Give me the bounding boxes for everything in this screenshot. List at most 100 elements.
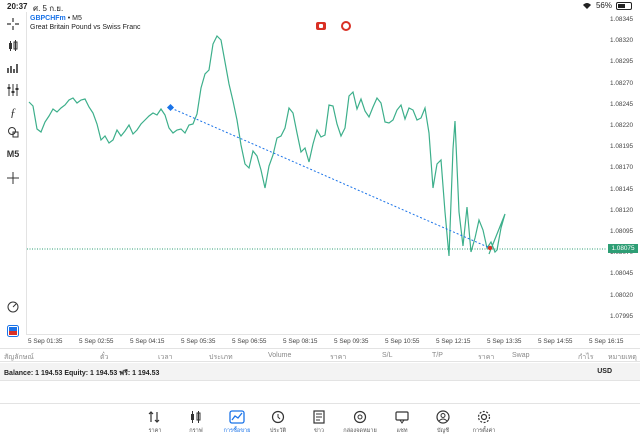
- time-tick-label: 5 Sep 08:15: [283, 338, 318, 345]
- tab-quotes[interactable]: ราคา: [137, 410, 173, 435]
- last-price-dot: [487, 245, 493, 251]
- tab-trade[interactable]: การซื้อขาย: [219, 410, 255, 435]
- chart-title: GBPCHFm • M5: [30, 15, 82, 22]
- table-column-header[interactable]: เวลา: [158, 354, 173, 361]
- signal-icon[interactable]: [341, 21, 351, 31]
- mailbox-icon: [353, 410, 367, 424]
- crosshair-icon-2[interactable]: [4, 170, 22, 186]
- price-tick-label: 1.08195: [610, 143, 634, 151]
- speedometer-icon[interactable]: [4, 299, 22, 315]
- settings-sliders-icon[interactable]: [4, 82, 22, 98]
- indicators-icon[interactable]: [4, 60, 22, 76]
- table-column-header[interactable]: ตั๋ว: [100, 354, 109, 361]
- tab-label: ประวัติ: [269, 428, 287, 434]
- chart-candles-icon: [191, 411, 201, 423]
- time-tick-label: 5 Sep 02:55: [79, 338, 114, 345]
- time-tick-label: 5 Sep 12:15: [436, 338, 471, 345]
- battery-icon: [616, 1, 632, 10]
- time-tick-label: 5 Sep 13:35: [487, 338, 522, 345]
- battery-percent: 56%: [595, 1, 612, 10]
- price-tick-label: 1.08220: [610, 122, 634, 129]
- time-tick-label: 5 Sep 06:55: [232, 338, 267, 345]
- price-tick-label: 1.08295: [610, 58, 634, 66]
- chart-toolbar: ƒ M5: [0, 12, 26, 342]
- price-tick-label: 1.07995: [610, 312, 634, 320]
- tab-label: ข่าว: [313, 428, 325, 434]
- table-column-header[interactable]: Swap: [512, 352, 530, 359]
- status-date: ศ. 5 ก.ย.: [33, 4, 64, 13]
- chart-description: Great Britain Pound vs Swiss Franc: [30, 24, 141, 31]
- trade-panel-icon[interactable]: [316, 22, 326, 30]
- chart-timeframe: • M5: [65, 15, 82, 22]
- tab-account[interactable]: บัญชี: [425, 410, 461, 435]
- objects-icon[interactable]: [4, 124, 22, 140]
- price-tick-label: 1.08245: [610, 100, 634, 108]
- price-tick-label: 1.08120: [610, 206, 634, 214]
- status-bar: 20:37 ศ. 5 ก.ย. 56%: [0, 0, 640, 13]
- balance-row: Balance: 1 194.53 Equity: 1 194.53 ฟรี: …: [0, 363, 640, 381]
- trade-table-header: สัญลักษณ์ ตั๋ว เวลา ประเภท Volume ราคา S/L T/P ร…: [0, 348, 640, 362]
- table-column-header[interactable]: ประเภท: [209, 354, 233, 361]
- settings-icon: [477, 410, 491, 424]
- tab-label: กราฟ: [189, 428, 203, 434]
- wifi-icon: [582, 2, 591, 9]
- table-column-header[interactable]: หมายเหตุ: [608, 354, 637, 361]
- tab-chart-candles[interactable]: กราฟ: [178, 410, 214, 435]
- tab-label: กล่องจดหมาย: [343, 428, 377, 434]
- price-tick-label: 1.08095: [610, 228, 634, 235]
- time-axis: 5 Sep 01:35 5 Sep 02:55 5 Sep 04:15 5 Sep 0…: [26, 334, 640, 348]
- table-column-header[interactable]: ราคา: [330, 354, 347, 361]
- function-icon[interactable]: ƒ: [10, 104, 16, 119]
- price-tick-label: 1.08020: [610, 291, 634, 299]
- account-icon: [436, 410, 450, 424]
- time-tick-label: 5 Sep 10:55: [385, 338, 420, 345]
- price-tick-label: 1.08270: [610, 79, 634, 87]
- price-tick-label: 1.08045: [610, 270, 634, 278]
- price-tick-label: 1.08145: [610, 185, 634, 193]
- table-column-header[interactable]: T/P: [432, 352, 443, 359]
- table-column-header[interactable]: กำไร: [578, 354, 594, 361]
- price-tick-label: 1.08345: [610, 16, 634, 23]
- time-tick-label: 5 Sep 14:55: [538, 338, 573, 345]
- tab-history[interactable]: ประวัติ: [260, 410, 296, 435]
- quotes-icon: [148, 411, 160, 423]
- chart-symbol[interactable]: GBPCHFm: [30, 15, 66, 22]
- price-axis: 1.08345 1.08320 1.08295 1.08270 1.08245 1.082…: [606, 12, 640, 334]
- time-tick-label: 5 Sep 05:35: [181, 338, 216, 345]
- balance-currency: USD: [597, 368, 612, 375]
- tab-label: แชท: [396, 428, 408, 434]
- tab-mailbox[interactable]: กล่องจดหมาย: [342, 410, 378, 435]
- price-tick-label: 1.08320: [610, 37, 634, 45]
- tab-news[interactable]: ข่าว: [301, 410, 337, 435]
- tab-settings[interactable]: การตั้งค่า: [466, 410, 502, 435]
- table-column-header[interactable]: สัญลักษณ์: [4, 354, 34, 361]
- history-icon: [271, 410, 285, 424]
- chart-area[interactable]: [26, 12, 607, 334]
- table-column-header[interactable]: ราคา: [478, 354, 495, 361]
- tab-chat[interactable]: แชท: [384, 410, 420, 435]
- tab-label: บัญชี: [436, 428, 450, 434]
- current-price-label: 1.08075: [608, 244, 638, 253]
- time-tick-label: 5 Sep 09:35: [334, 338, 369, 345]
- balance-text: Balance: 1 194.53 Equity: 1 194.53 ฟรี: …: [4, 370, 160, 377]
- price-chart: [27, 34, 607, 257]
- time-tick-label: 5 Sep 01:35: [28, 338, 63, 345]
- tab-label: การตั้งค่า: [472, 428, 496, 434]
- time-tick-label: 5 Sep 04:15: [130, 338, 165, 345]
- trend-line-handle[interactable]: [166, 103, 175, 112]
- status-time: 20:37: [7, 2, 28, 11]
- time-tick-label: 5 Sep 16:15: [589, 338, 624, 345]
- chart-type-icon[interactable]: [4, 38, 22, 54]
- trade-icon: [229, 410, 245, 424]
- price-line: [28, 34, 506, 257]
- status-right: 56%: [582, 1, 632, 10]
- price-tick-label: 1.08170: [610, 164, 634, 172]
- table-column-header[interactable]: S/L: [382, 352, 393, 359]
- crosshair-icon[interactable]: [4, 16, 22, 32]
- news-icon: [313, 410, 325, 424]
- table-column-header[interactable]: Volume: [268, 352, 292, 359]
- one-click-trading-icon[interactable]: [4, 323, 22, 339]
- timeframe-button[interactable]: M5: [6, 149, 20, 159]
- tab-label: การซื้อขาย: [223, 428, 251, 434]
- bottom-tab-bar: ราคา กราฟ การซื้อขาย ประวัติ ข่าว กล่องจดหมาย…: [0, 403, 640, 447]
